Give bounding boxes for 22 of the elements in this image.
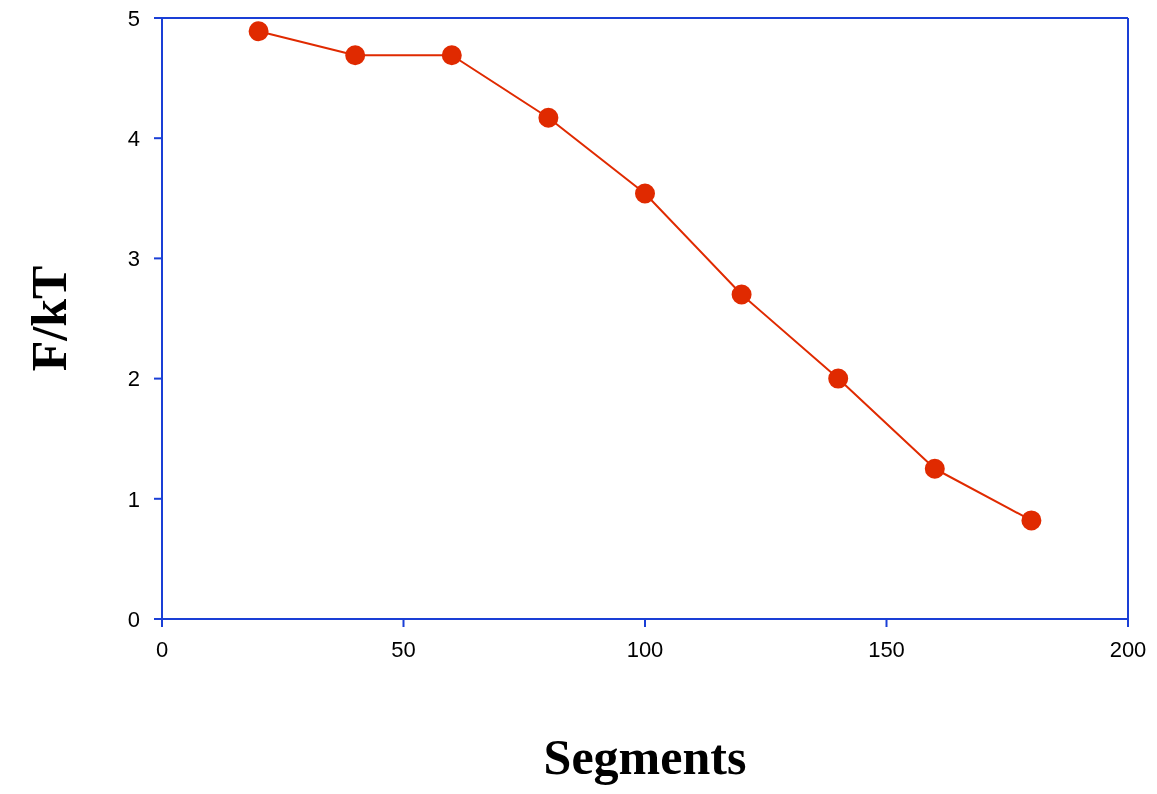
y-tick-label: 2 <box>127 366 140 392</box>
point <box>924 458 945 479</box>
y-tick-label: 5 <box>127 5 140 31</box>
x-tick-label: 150 <box>868 636 905 662</box>
point <box>1021 510 1042 531</box>
y-tick-label: 3 <box>127 246 140 272</box>
x-tick-label: 100 <box>626 636 664 662</box>
point <box>635 183 655 204</box>
y-tick-label: 0 <box>127 606 140 632</box>
y-axis-title: F/kT <box>20 265 77 372</box>
point <box>248 21 269 42</box>
point <box>731 284 752 305</box>
x-tick-label: 200 <box>1109 636 1147 662</box>
x-tick-label: 50 <box>391 636 416 662</box>
x-axis-title: Segments <box>543 729 747 785</box>
point <box>828 368 849 389</box>
y-tick-label: 4 <box>127 126 140 152</box>
point <box>345 45 366 66</box>
point <box>538 107 559 128</box>
point <box>441 45 462 66</box>
x-tick-label: 0 <box>155 636 169 662</box>
y-tick-label: 1 <box>127 486 140 512</box>
